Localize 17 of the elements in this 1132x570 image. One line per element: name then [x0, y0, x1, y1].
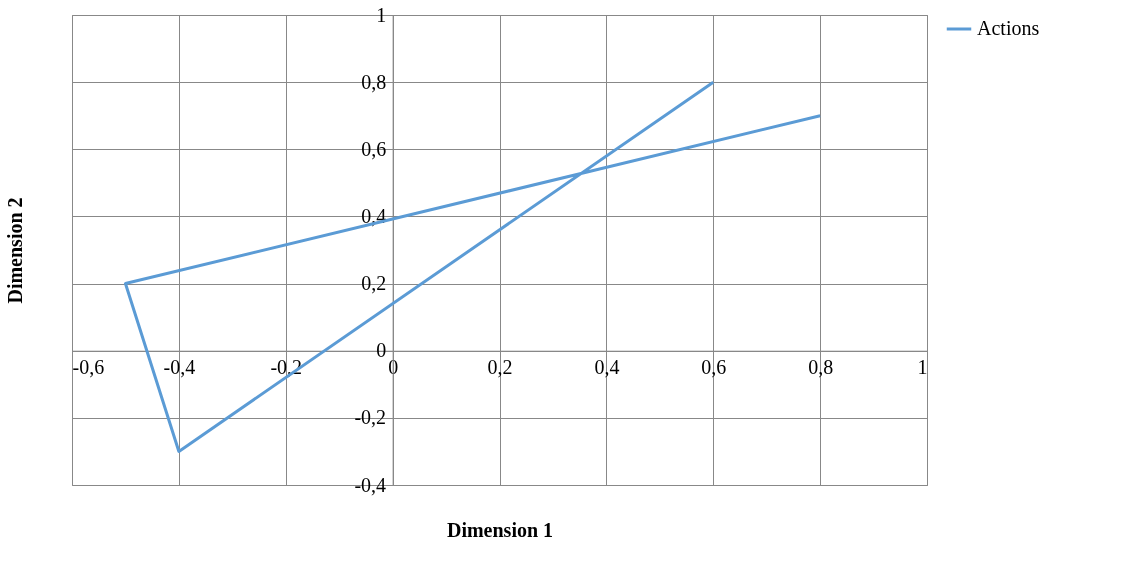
- x-tick-label: 0,4: [594, 356, 620, 379]
- x-tick-label: -0,6: [72, 356, 105, 379]
- y-tick-label: -0,2: [354, 406, 387, 429]
- x-tick-label: 0,2: [487, 356, 513, 379]
- legend-label: Actions: [977, 17, 1040, 39]
- x-tick-label: -0,4: [163, 356, 196, 379]
- y-tick-label: 0: [376, 339, 387, 362]
- y-tick-label: -0,4: [354, 473, 387, 496]
- y-axis-title: Dimension 2: [3, 197, 26, 304]
- y-tick-label: 0,6: [361, 137, 387, 160]
- x-tick-label: 1: [917, 356, 928, 379]
- x-tick-label: 0,8: [808, 356, 834, 379]
- y-tick-label: 1: [376, 3, 387, 26]
- y-tick-label: 0,8: [361, 70, 387, 93]
- x-axis-title: Dimension 1: [446, 518, 554, 541]
- y-tick-label: 0,2: [361, 272, 387, 295]
- x-tick-label: 0,6: [701, 356, 727, 379]
